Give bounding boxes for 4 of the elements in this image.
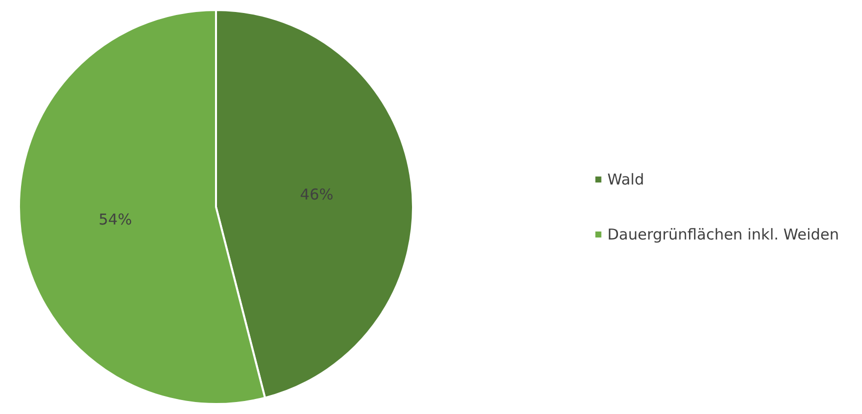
legend-label: Wald [607, 170, 644, 188]
data-label: 54% [98, 210, 132, 229]
legend-label: Dauergrünflächen inkl. Weiden [607, 226, 840, 244]
data-label: 46% [300, 185, 334, 204]
